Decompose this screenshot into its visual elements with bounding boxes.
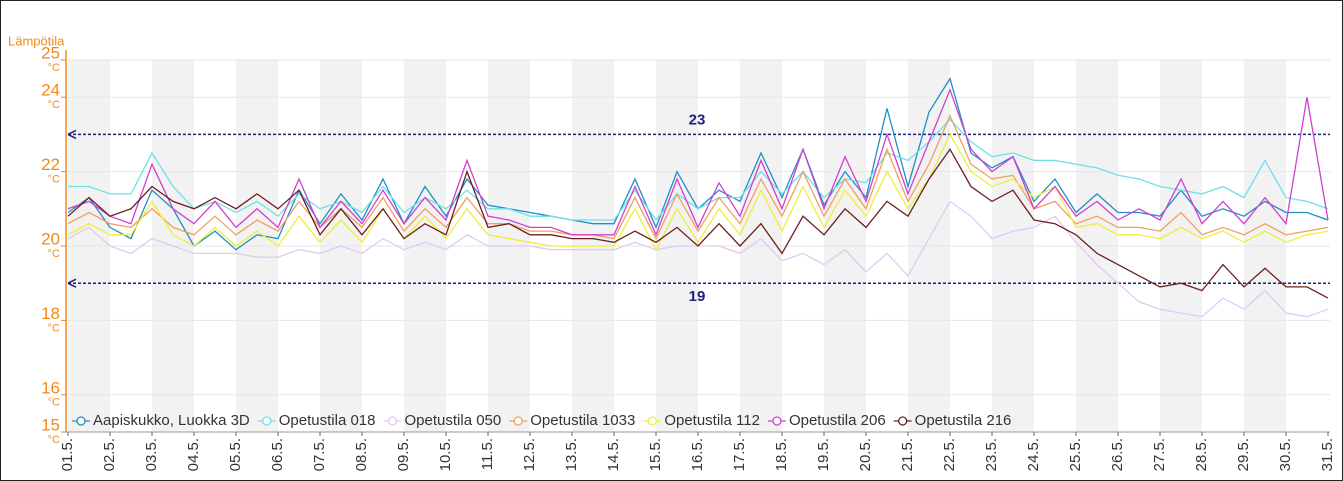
x-tick-label: 07.5. xyxy=(311,438,328,471)
legend-label: Opetustila 216 xyxy=(915,412,1012,429)
x-tick-label: 26.5. xyxy=(1109,438,1126,471)
series-line xyxy=(68,118,1329,222)
x-tick-label: 02.5. xyxy=(101,438,118,471)
y-tick-unit: °C xyxy=(48,397,60,409)
x-tick-label: 01.5. xyxy=(59,438,76,471)
legend-label: Opetustila 1033 xyxy=(530,412,635,429)
y-tick-unit: °C xyxy=(48,174,60,186)
legend-swatch-marker xyxy=(513,416,523,426)
x-tick-label: 19.5. xyxy=(815,438,832,471)
series-line xyxy=(67,114,1329,241)
x-tick-label: 22.5. xyxy=(941,438,958,471)
y-axis-label: Lämpötila xyxy=(8,33,65,48)
x-tick-label: 08.5. xyxy=(353,438,370,471)
x-tick-label: 15.5. xyxy=(647,438,664,471)
y-tick-label: 16 xyxy=(41,378,60,397)
x-tick-label: 09.5. xyxy=(395,438,412,471)
reference-arrow xyxy=(67,278,77,288)
reference-label: 19 xyxy=(689,288,706,305)
legend-swatch-marker xyxy=(898,416,908,426)
y-tick-unit: °C xyxy=(48,248,60,260)
x-tick-label: 13.5. xyxy=(563,438,580,471)
series-line xyxy=(67,132,1329,252)
x-tick-label: 23.5. xyxy=(983,438,1000,471)
x-tick-label: 30.5. xyxy=(1277,438,1294,471)
legend-label: Opetustila 206 xyxy=(789,412,886,429)
x-tick-label: 05.5. xyxy=(227,438,244,471)
legend-swatch-marker xyxy=(76,416,86,426)
legend-label: Aapiskukko, Luokka 3D xyxy=(93,412,250,429)
legend-swatch-marker xyxy=(647,416,657,426)
reference-arrow xyxy=(67,129,77,140)
x-tick-label: 18.5. xyxy=(773,438,790,471)
legend-swatch-marker xyxy=(387,416,398,426)
y-tick-unit: °C xyxy=(48,434,60,446)
x-tick-label: 04.5. xyxy=(185,438,202,471)
y-tick-label: 20 xyxy=(41,229,60,248)
legend-label: Opetustila 018 xyxy=(279,412,376,429)
legend-label: Opetustila 112 xyxy=(664,412,760,429)
y-tick-label: 24 xyxy=(41,81,60,100)
x-tick-label: 31.5. xyxy=(1319,438,1336,471)
x-tick-label: 25.5. xyxy=(1067,438,1084,471)
legend-swatch-marker xyxy=(262,416,272,426)
y-tick-label: 25 xyxy=(41,43,60,62)
legend-swatch-marker xyxy=(772,416,782,426)
x-tick-label: 24.5. xyxy=(1025,438,1042,471)
x-tick-label: 17.5. xyxy=(731,438,748,471)
x-tick-label: 20.5. xyxy=(857,438,874,471)
x-tick-label: 10.5. xyxy=(437,438,454,471)
series-line xyxy=(67,148,1329,299)
series-line xyxy=(67,87,1329,237)
y-tick-unit: °C xyxy=(48,62,60,74)
y-tick-label: 22 xyxy=(41,155,60,174)
x-tick-label: 21.5. xyxy=(899,438,916,471)
reference-label: 23 xyxy=(689,111,706,128)
y-tick-unit: °C xyxy=(48,322,60,334)
x-tick-label: 16.5. xyxy=(689,438,706,471)
x-tick-label: 03.5. xyxy=(143,438,160,471)
x-tick-label: 28.5. xyxy=(1193,438,1210,471)
y-tick-unit: °C xyxy=(48,99,60,111)
legend-label: Opetustila 050 xyxy=(405,412,502,429)
x-tick-label: 14.5. xyxy=(605,438,622,471)
x-tick-label: 12.5. xyxy=(521,438,538,471)
x-tick-label: 06.5. xyxy=(269,438,286,471)
y-tick-label: 18 xyxy=(41,304,60,323)
x-tick-label: 29.5. xyxy=(1235,438,1252,471)
x-tick-label: 27.5. xyxy=(1151,438,1168,471)
y-tick-label: 15 xyxy=(41,415,60,434)
x-tick-label: 11.5. xyxy=(479,438,496,470)
